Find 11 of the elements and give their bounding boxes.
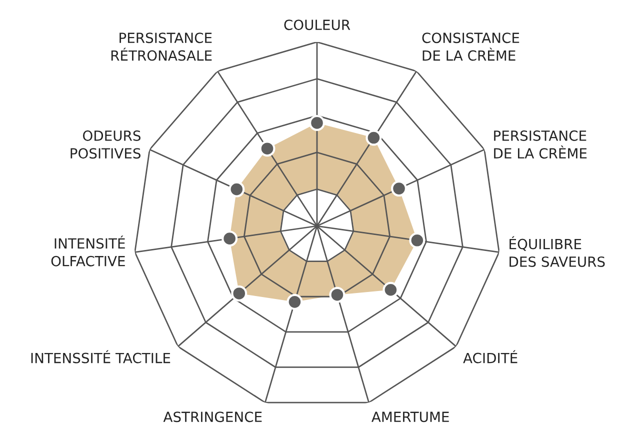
spoke-label: ÉQUILIBRE DES SAVEURS [510,236,605,267]
spoke-label: INTENSITÉ OLFACTIVE [51,236,125,266]
spoke-label: ODEURS POSITIVES [70,130,140,159]
spoke-label: PERSISTANCE DE LA CRÈME [494,130,587,159]
spoke-label: PERSISTANCE RÉTRONASALE [111,32,212,61]
spoke-label: CONSISTANCE DE LA CRÈME [422,32,520,61]
spoke-label: INTENSSITÉ TACTILE [31,350,170,364]
spoke-label: ACIDITÉ [463,350,518,364]
spoke-label: ASTRINGENCE [163,412,262,422]
spoke-label: AMERTUME [372,412,449,422]
spoke-label: COULEUR [284,20,350,30]
